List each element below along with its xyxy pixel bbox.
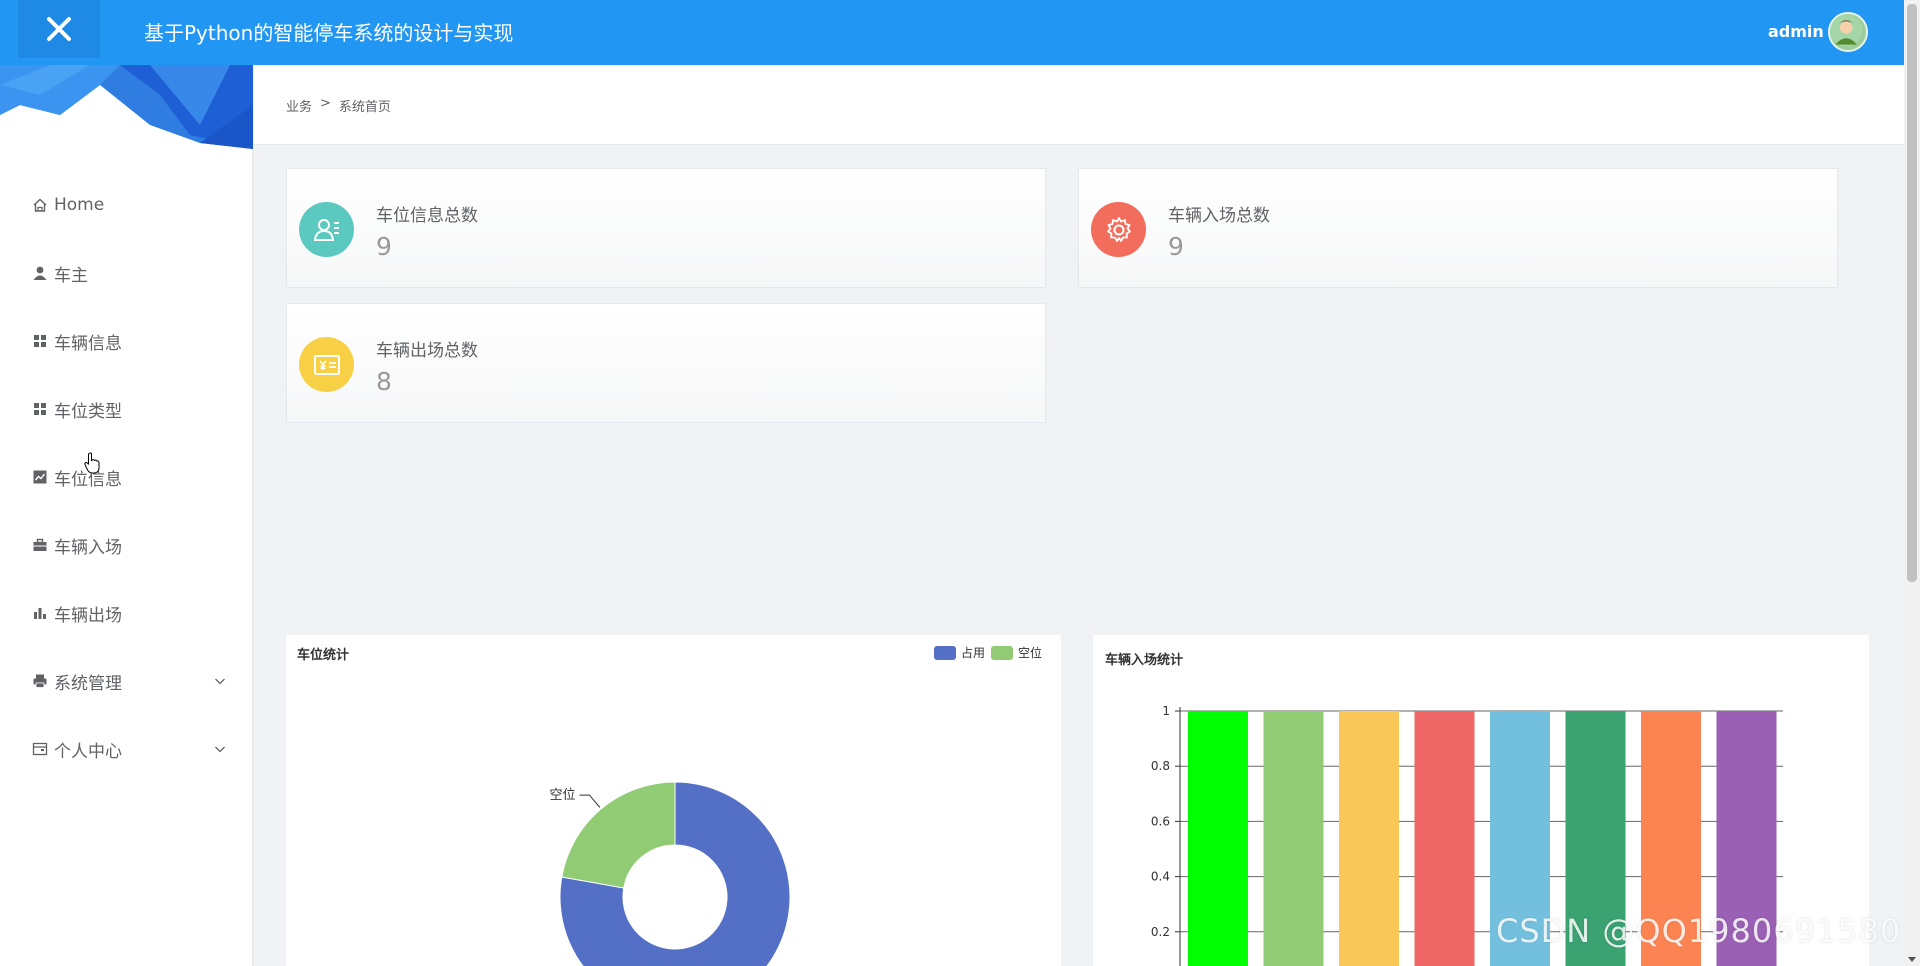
y-tick-label: 0.8 bbox=[1151, 759, 1170, 773]
bar-chart-icon bbox=[32, 605, 48, 621]
sidebar-item-personal-center[interactable]: 个人中心 bbox=[0, 729, 253, 769]
watermark: CSDN @QQ1980691580 bbox=[1496, 912, 1902, 950]
sidebar-item-label: 车辆入场 bbox=[54, 537, 122, 558]
app-title: 基于Python的智能停车系统的设计与实现 bbox=[144, 21, 514, 45]
legend-swatch-1 bbox=[991, 645, 1014, 660]
chart-line-icon bbox=[32, 469, 48, 485]
pie-slice-label: 空位 bbox=[549, 788, 575, 803]
sidebar-item-system-management[interactable]: 系统管理 bbox=[0, 661, 253, 701]
yuan-card-icon bbox=[313, 354, 340, 375]
breadcrumb-parent[interactable]: 业务 bbox=[286, 100, 313, 115]
user-icon bbox=[32, 265, 48, 281]
briefcase-icon bbox=[32, 537, 48, 553]
y-tick-label: 0.6 bbox=[1151, 814, 1170, 828]
collapse-menu-button[interactable] bbox=[18, 0, 100, 58]
breadcrumb-current: 系统首页 bbox=[338, 100, 391, 115]
breadcrumb-bar: 业务 > 系统首页 bbox=[254, 65, 1904, 145]
bar-chart: 1 0.8 0.6 0.4 0.2 bbox=[1151, 704, 1783, 966]
sidebar-item-space-type[interactable]: 车位类型 bbox=[0, 389, 253, 429]
bar-chart-panel: 车辆入场统计 1 0.8 0.6 0.4 0.2 bbox=[1093, 635, 1869, 966]
sidebar-item-label: 个人中心 bbox=[54, 741, 122, 762]
sidebar-item-vehicle-exit[interactable]: 车辆出场 bbox=[0, 593, 253, 633]
bar-5[interactable] bbox=[1565, 711, 1626, 966]
chevron-down-icon bbox=[215, 678, 225, 685]
legend-item[interactable]: 空位 bbox=[991, 644, 1042, 661]
breadcrumb-separator: > bbox=[320, 96, 331, 111]
stat-label: 车辆出场总数 bbox=[376, 341, 478, 361]
sidebar-item-vehicle-entry[interactable]: 车辆入场 bbox=[0, 525, 253, 565]
sidebar-item-vehicle-info[interactable]: 车辆信息 bbox=[0, 321, 253, 361]
user-card-icon bbox=[313, 218, 339, 241]
sidebar-item-space-info[interactable]: 车位信息 bbox=[0, 457, 253, 497]
y-tick-label: 0.4 bbox=[1151, 870, 1170, 884]
stat-value: 8 bbox=[376, 367, 392, 396]
sidebar-item-label: 车位类型 bbox=[54, 401, 122, 422]
top-header: 基于Python的智能停车系统的设计与实现 admin bbox=[0, 0, 1904, 65]
stat-card-space-info: 车位信息总数 9 bbox=[286, 168, 1046, 288]
bar-3[interactable] bbox=[1414, 711, 1475, 966]
bar-chart-title: 车辆入场统计 bbox=[1105, 653, 1184, 668]
pie-label-line bbox=[579, 794, 601, 808]
stat-label: 车辆入场总数 bbox=[1168, 206, 1270, 226]
sidebar: Home 车主 车辆信息 车位类型 车位信息 bbox=[0, 65, 253, 966]
sidebar-item-label: Home bbox=[54, 195, 105, 215]
printer-icon bbox=[32, 673, 48, 689]
y-tick-label: 1 bbox=[1162, 704, 1170, 718]
hand-cursor-icon bbox=[84, 452, 100, 474]
grid-icon bbox=[32, 333, 48, 349]
sidebar-item-home[interactable]: Home bbox=[0, 185, 253, 225]
scrollbar-thumb[interactable] bbox=[1907, 4, 1917, 582]
sidebar-item-owner[interactable]: 车主 bbox=[0, 253, 253, 293]
bar-0[interactable] bbox=[1188, 711, 1248, 966]
sidebar-item-label: 车位信息 bbox=[54, 469, 122, 490]
pie-chart-title: 车位统计 bbox=[297, 648, 350, 663]
stat-card-vehicle-exit: 车辆出场总数 8 bbox=[286, 303, 1046, 423]
close-icon bbox=[47, 17, 71, 41]
stat-label: 车位信息总数 bbox=[376, 206, 478, 226]
bar-4[interactable] bbox=[1490, 711, 1550, 966]
y-tick-label: 0.2 bbox=[1151, 925, 1170, 939]
legend-label: 空位 bbox=[1018, 646, 1043, 660]
bar-2[interactable] bbox=[1339, 711, 1399, 966]
sidebar-item-label: 系统管理 bbox=[54, 673, 122, 694]
legend-swatch-0 bbox=[934, 645, 956, 660]
sidebar-banner bbox=[0, 65, 253, 149]
stat-card-vehicle-entry: 车辆入场总数 9 bbox=[1078, 168, 1838, 288]
pie-legend: 占用 空位 bbox=[934, 644, 1042, 661]
sidebar-item-label: 车主 bbox=[54, 265, 88, 286]
home-icon bbox=[32, 197, 48, 213]
sidebar-item-label: 车辆出场 bbox=[54, 605, 122, 626]
wallet-icon bbox=[32, 741, 48, 757]
scroll-down-arrow-icon[interactable] bbox=[1907, 954, 1917, 964]
stat-icon-circle bbox=[299, 202, 354, 257]
bar-7[interactable] bbox=[1716, 711, 1777, 966]
chevron-down-icon bbox=[215, 746, 225, 753]
stat-value: 9 bbox=[376, 232, 392, 261]
avatar[interactable] bbox=[1828, 12, 1868, 52]
stat-icon-circle bbox=[299, 337, 354, 392]
bar-1[interactable] bbox=[1263, 711, 1324, 966]
grid-icon bbox=[32, 401, 48, 417]
pie-slice-占用[interactable] bbox=[559, 781, 791, 966]
legend-label: 占用 bbox=[961, 646, 986, 660]
username-label[interactable]: admin bbox=[1768, 22, 1824, 41]
bar-6[interactable] bbox=[1641, 711, 1701, 966]
pie-chart-panel: 车位统计 占用 空位 空位 bbox=[286, 635, 1061, 966]
breadcrumb: 业务 > 系统首页 bbox=[286, 96, 391, 115]
sidebar-item-label: 车辆信息 bbox=[54, 333, 122, 354]
legend-item[interactable]: 占用 bbox=[934, 644, 985, 661]
stat-icon-circle bbox=[1091, 202, 1146, 257]
gear-icon bbox=[1106, 216, 1131, 242]
pie-slice-空位[interactable] bbox=[561, 781, 676, 889]
stat-value: 9 bbox=[1168, 232, 1184, 261]
avatar-icon bbox=[1830, 14, 1863, 47]
pie-chart: 空位 bbox=[549, 781, 791, 966]
